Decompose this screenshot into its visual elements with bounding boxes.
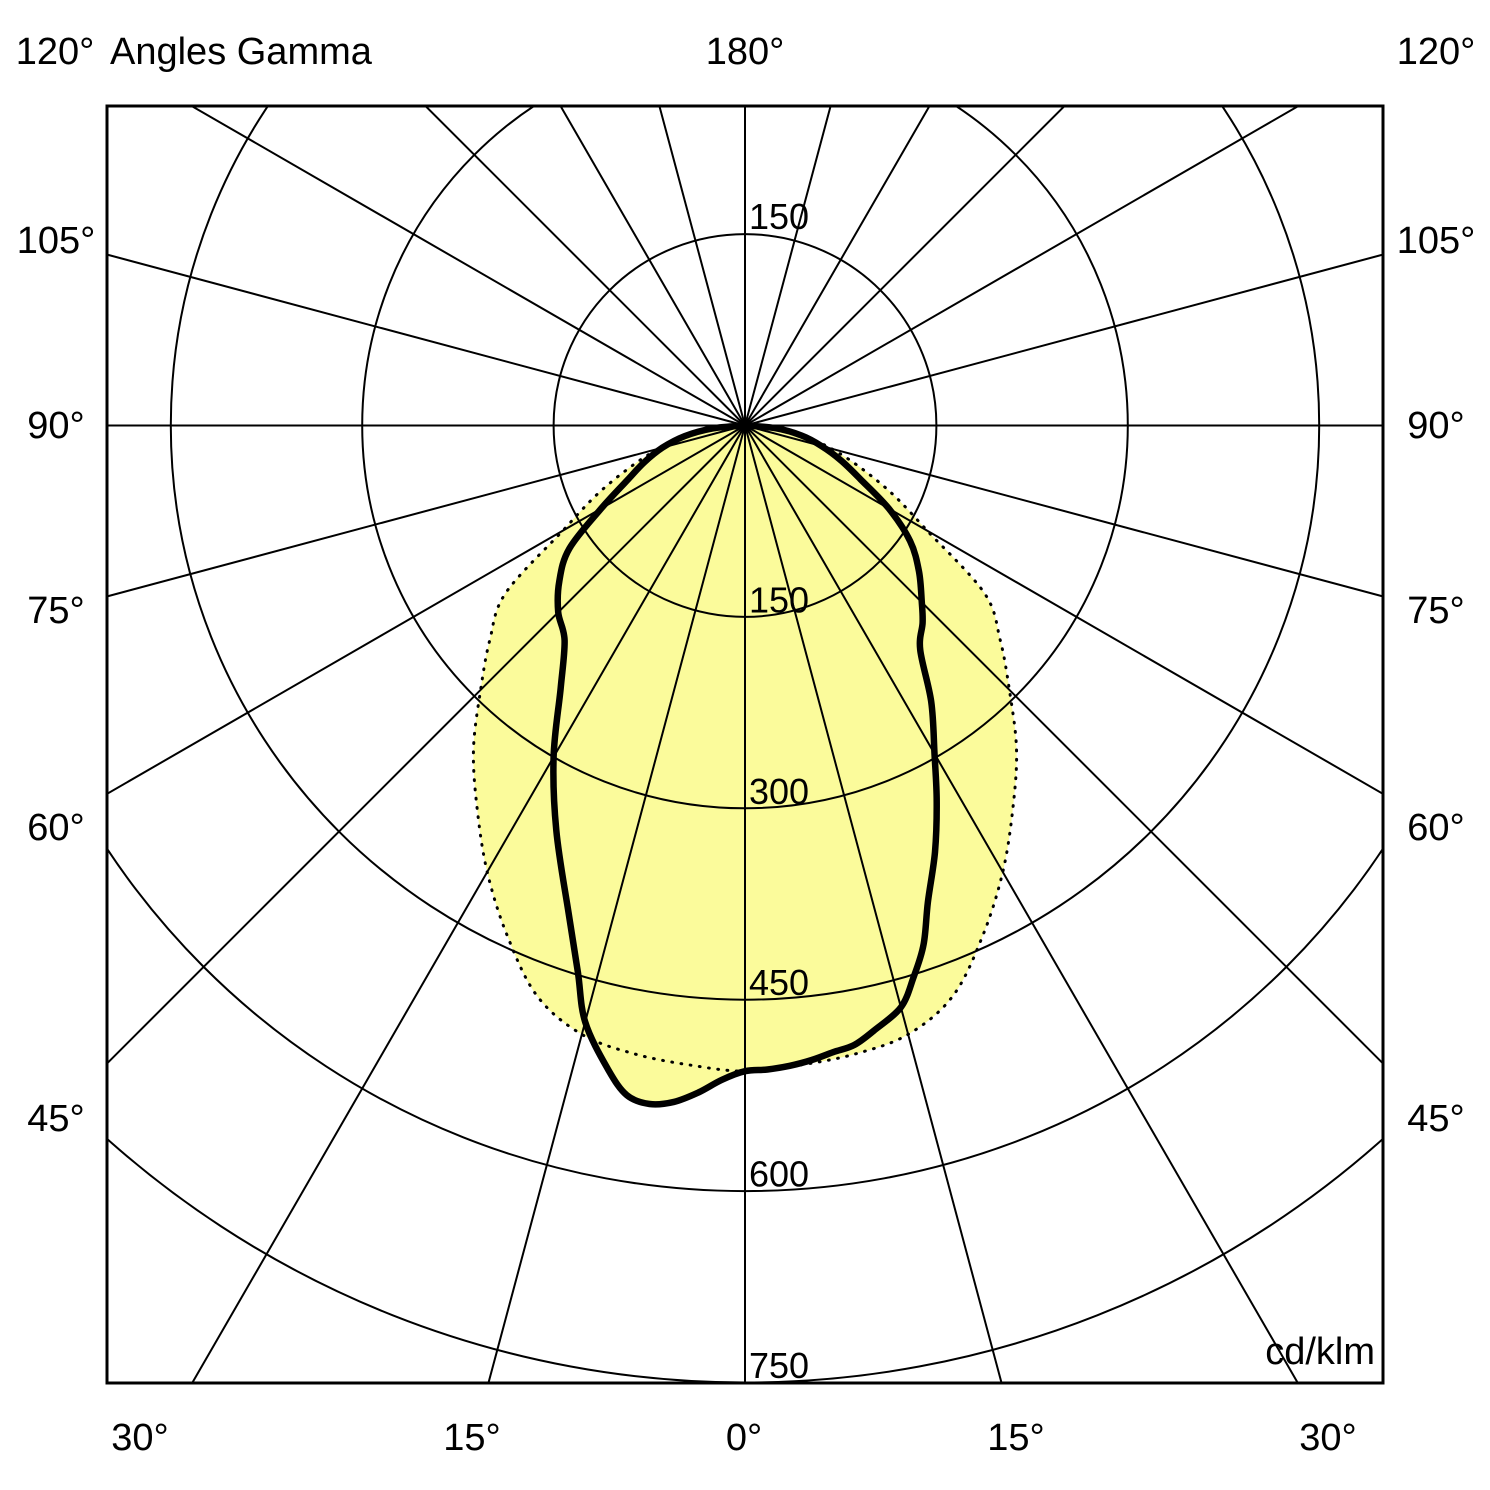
gamma-grid-line-75 (744, 424, 1383, 598)
gamma-grid-line-60 (744, 424, 1383, 796)
gamma-grid-line-210 (559, 106, 746, 427)
chart-frame (105, 104, 1385, 1385)
gamma-axis-label-bottom-0: 30° (111, 1417, 168, 1459)
gamma-axis-label-left-1: 90° (27, 405, 84, 447)
radial-tick-label-600: 600 (749, 1154, 809, 1195)
gamma-grid-line-120 (744, 106, 1301, 427)
gamma-grid-line-330 (191, 424, 746, 1383)
gamma-grid-line-105 (744, 253, 1383, 427)
distribution-curves-layer (471, 422, 1019, 1108)
gamma-grid-line-240 (189, 106, 746, 427)
gamma-axis-label-left-2: 75° (27, 590, 84, 632)
gamma-grid-line-315 (107, 424, 746, 1065)
units-label: cd/klm (1265, 1331, 1375, 1373)
gamma-grid-line-30 (744, 424, 1299, 1383)
gamma-axis-label-bottom-4: 30° (1299, 1417, 1356, 1459)
c0-c180-curve-solid (550, 422, 940, 1108)
gamma-axis-label-bottom-1: 15° (443, 1417, 500, 1459)
gamma-grid-line-150 (744, 106, 931, 427)
gamma-grid-line-15 (744, 425, 1003, 1383)
gamma-axis-label-right-0: 105° (1397, 220, 1476, 262)
gamma-grid-line-135 (744, 106, 1066, 427)
chart-title: Angles Gamma (110, 31, 373, 73)
gamma-axis-label-bottom-3: 15° (987, 1417, 1044, 1459)
gamma-axis-label-right-2: 75° (1407, 590, 1464, 632)
gamma-grid-line-285 (107, 424, 746, 598)
gamma-grid-line-225 (424, 106, 746, 427)
gamma-axis-label-right-1: 90° (1407, 405, 1464, 447)
gamma-grid-line-165 (744, 106, 832, 426)
gamma-axis-label-left-4: 45° (27, 1098, 84, 1140)
gamma-axis-label-right-3: 60° (1407, 807, 1464, 849)
radial-tick-label-150: 150 (749, 579, 809, 620)
gamma-grid-line-195 (658, 106, 746, 426)
gamma-grid-line-300 (107, 424, 746, 796)
gamma-axis-label-left-0: 105° (17, 220, 96, 262)
gamma-axis-label-top-2: 120° (1397, 31, 1476, 73)
gamma-axis-label-bottom-2: 0° (726, 1417, 762, 1459)
gamma-axis-label-top-1: 180° (706, 31, 785, 73)
gamma-grid-line-45 (744, 424, 1383, 1065)
gamma-axis-label-right-4: 45° (1407, 1098, 1464, 1140)
radial-tick-label-150-upper: 150 (749, 196, 809, 237)
radial-tick-label-450: 450 (749, 962, 809, 1003)
gamma-grid-line-345 (487, 425, 746, 1383)
radial-tick-label-300: 300 (749, 771, 809, 812)
gamma-grid-line-255 (107, 253, 746, 427)
gamma-axis-label-left-3: 60° (27, 807, 84, 849)
radial-tick-label-750: 750 (749, 1345, 809, 1386)
labels-layer: Angles Gamma cd/klm 120° 180° 120° 105° 90° 7… (16, 31, 1476, 1459)
gamma-axis-label-top-0: 120° (16, 31, 95, 73)
